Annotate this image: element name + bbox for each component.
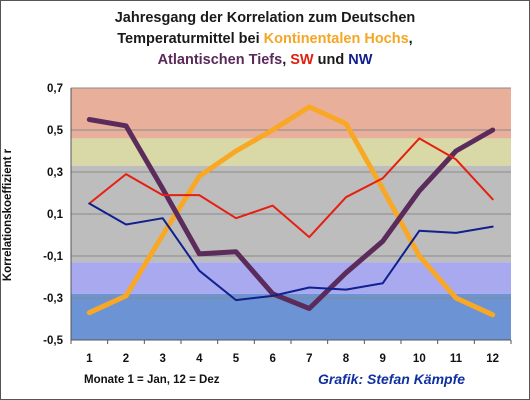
y-tick-label: 0,5 (47, 125, 64, 137)
title-atlantisch: Atlantischen Tiefs (157, 52, 283, 68)
y-tick-label: -0,5 (43, 335, 63, 347)
x-tick-label: 10 (413, 353, 426, 365)
x-tick-label: 7 (306, 353, 312, 365)
chart-credit: Grafik: Stefan Kämpfe (318, 371, 466, 387)
y-tick-label: 0,7 (47, 83, 63, 95)
y-tick-label: 0,3 (47, 167, 63, 179)
x-tick-label: 12 (486, 353, 499, 365)
x-tick-label: 5 (233, 353, 240, 365)
title-line-1: Jahresgang der Korrelation zum Deutschen (0, 8, 530, 29)
series-line-sw (88, 137, 494, 239)
x-tick-label: 4 (196, 353, 203, 365)
title-kontinental: Kontinentalen Hochs (263, 31, 409, 47)
y-tick-label: -0,1 (43, 251, 63, 263)
x-tick-label: 8 (343, 353, 350, 365)
series-line-nw (88, 202, 494, 302)
x-tick-label: 2 (123, 353, 129, 365)
y-axis-label-text: Korrelationskoeffizient r (2, 148, 14, 282)
title-line-3: Atlantischen Tiefs, SW und NW (0, 50, 530, 71)
x-tick-label: 11 (450, 353, 463, 365)
series-line-atlantisch (86, 117, 496, 311)
x-tick-label: 9 (379, 353, 385, 365)
background-band-0 (71, 88, 511, 139)
title-line-2: Temperaturmittel bei Kontinentalen Hochs… (0, 29, 530, 50)
x-tick-label: 3 (159, 353, 165, 365)
x-tick-label: 6 (269, 353, 275, 365)
series-line-kontinental (86, 104, 496, 318)
title-line-3-und: und (313, 52, 349, 68)
title-sw: SW (290, 52, 314, 68)
x-tick-label: 1 (86, 353, 93, 365)
title-nw: NW (348, 52, 373, 68)
title-line-3-sep: , (282, 52, 291, 68)
x-axis-label: Monate 1 = Jan, 12 = Dez (84, 374, 220, 386)
chart-title: Jahresgang der Korrelation zum Deutschen… (0, 8, 530, 71)
y-tick-label: 0,1 (47, 209, 64, 221)
title-line-1-text: Jahresgang der Korrelation zum Deutschen (114, 10, 416, 26)
y-tick-label: -0,3 (43, 293, 63, 305)
title-line-2-text: Temperaturmittel bei (117, 31, 264, 47)
title-line-2-comma: , (408, 31, 413, 47)
